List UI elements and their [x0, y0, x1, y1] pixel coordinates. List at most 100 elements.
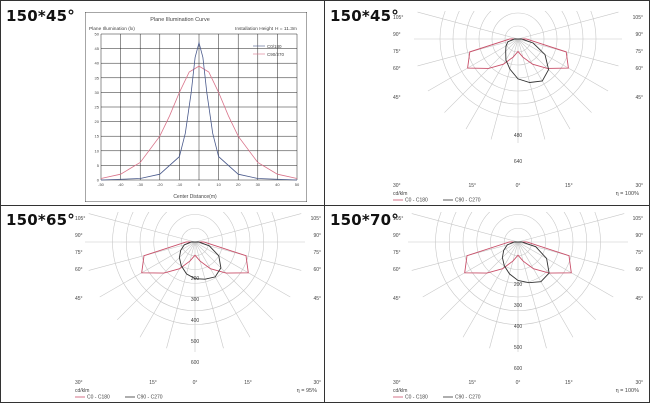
angle-label-left: 105° — [393, 15, 403, 21]
polar-grid — [85, 212, 305, 352]
angle-label-left: 75° — [75, 250, 83, 256]
polar-spoke — [194, 241, 302, 271]
polar-radial-labels: 200 300 400 500 600 — [514, 282, 523, 372]
polar-spoke — [422, 241, 519, 298]
angle-label-bottom: 0° — [516, 380, 521, 386]
panel-label-bottom-left: 150*65° — [6, 211, 75, 229]
radial-value-label: 300 — [191, 297, 200, 303]
angle-label-right: 75° — [313, 250, 321, 256]
radial-value-label: 480 — [514, 133, 523, 139]
y-tick-label: 50 — [95, 32, 100, 37]
angle-label-left: 45° — [393, 296, 401, 302]
polar-spoke — [417, 38, 519, 67]
polar-series-c90-c270 — [505, 38, 550, 83]
polar-series-c90-c270 — [178, 241, 222, 280]
angle-label-bottom: 15° — [244, 380, 252, 386]
angle-label-bottom: 30° — [635, 380, 643, 386]
angle-label-left: 75° — [393, 250, 401, 256]
x-tick-label: -40 — [118, 182, 125, 187]
radial-value-label: 600 — [191, 360, 200, 366]
angle-label-right: 60° — [635, 66, 643, 72]
polar-spoke — [517, 38, 619, 67]
y-tick-label: 20 — [95, 119, 100, 124]
polar-spoke — [194, 213, 302, 243]
radial-value-label: 500 — [514, 345, 523, 351]
polar-angle-labels: 105° 105° 90° 90° 75° 75° 60° 60° 45° 45° 30° 15° 0°… — [393, 216, 643, 386]
x-axis-label: Center Distance(m) — [173, 194, 217, 200]
angle-label-right: 90° — [635, 233, 643, 239]
efficiency-label: η = 95% — [297, 388, 317, 394]
radial-value-label: 500 — [191, 339, 200, 345]
y-tick-label: 30 — [95, 90, 100, 95]
angle-label-bottom: 30° — [393, 380, 401, 386]
angle-label-bottom: 15° — [468, 183, 476, 189]
panel-label-top-left: 150*45° — [6, 7, 75, 25]
polar-spoke — [88, 241, 196, 271]
polar-spoke — [194, 241, 273, 320]
polar-grid — [414, 11, 622, 143]
polar-angle-labels: 105° 105° 90° 90° 75° 75° 60° 60° 45° 45° 30° 15° 0°… — [393, 15, 643, 189]
polar-chart-bottom-left: 105° 105° 90° 90° 75° 75° 60° 60° 45° 45° 30° 15° 0°… — [75, 212, 321, 401]
efficiency-label: η = 100% — [616, 191, 640, 197]
polar-radial-labels: 480 640 — [514, 133, 523, 165]
polar-spoke — [139, 241, 196, 338]
polar-spoke — [490, 38, 519, 140]
angle-label-bottom: 15° — [565, 183, 573, 189]
polar-spoke — [517, 38, 571, 130]
angle-label-bottom: 30° — [75, 380, 83, 386]
angle-label-left: 90° — [393, 32, 401, 38]
installation-height-label: Installation Height — [235, 26, 274, 32]
angle-label-left: 75° — [393, 49, 401, 55]
legend-label-c90: C90 - C270 — [455, 198, 481, 204]
polar-spoke — [517, 38, 609, 92]
radial-value-label: 400 — [514, 324, 523, 330]
x-tick-label: 20 — [236, 182, 241, 187]
y-tick-label: 10 — [95, 148, 100, 153]
x-tick-label: -30 — [137, 182, 144, 187]
panel-label-top-right: 150*45° — [330, 7, 399, 25]
angle-label-left: 45° — [393, 95, 401, 101]
polar-spoke — [517, 38, 592, 113]
angle-label-left: 105° — [393, 216, 403, 222]
legend-label-c0: C0 - C180 — [405, 198, 428, 204]
radial-value-label: 600 — [514, 366, 523, 372]
polar-series-c0-c180 — [467, 38, 569, 69]
radial-value-label: 400 — [191, 318, 200, 324]
angle-label-left: 90° — [393, 233, 401, 239]
y-tick-label: 5 — [97, 163, 100, 168]
plane-legend: C0/180 C90/270 — [253, 44, 285, 57]
angle-label-left: 45° — [75, 296, 83, 302]
polar-spoke — [517, 241, 596, 320]
angle-label-right: 45° — [313, 296, 321, 302]
panel-divider-horizontal — [0, 205, 650, 206]
angle-label-right: 45° — [635, 95, 643, 101]
polar-spoke — [411, 241, 519, 271]
polar-spoke — [166, 241, 196, 349]
angle-label-bottom: 30° — [313, 380, 321, 386]
angle-label-left: 60° — [393, 267, 401, 273]
chart-title: Plane Illumination Curve — [150, 17, 210, 23]
angle-label-right: 90° — [313, 233, 321, 239]
polar-spoke — [411, 213, 519, 243]
angle-label-bottom: 30° — [393, 183, 401, 189]
plane-illumination-chart: Plane Illumination Curve Plane Illuminat… — [85, 12, 307, 202]
angle-label-right: 75° — [635, 250, 643, 256]
polar-grid — [408, 212, 628, 352]
polar-spoke — [517, 213, 625, 243]
polar-spoke — [462, 241, 519, 338]
polar-spoke — [117, 241, 196, 320]
polar-spoke — [440, 241, 519, 320]
y-tick-label: 15 — [95, 134, 100, 139]
legend-label-c0: C0 - C180 — [87, 395, 110, 401]
angle-label-right: 45° — [635, 296, 643, 302]
unit-label: cd/klm — [393, 388, 407, 394]
polar-spoke — [517, 241, 614, 298]
angle-label-left: 105° — [75, 216, 85, 222]
angle-label-left: 90° — [75, 233, 83, 239]
legend-label-c90: C90 - C270 — [137, 395, 163, 401]
polar-chart-top-right: 105° 105° 90° 90° 75° 75° 60° 60° 45° 45° 30° 15° 0°… — [393, 11, 643, 203]
y-tick-label: 25 — [95, 105, 100, 110]
angle-label-bottom: 15° — [565, 380, 573, 386]
